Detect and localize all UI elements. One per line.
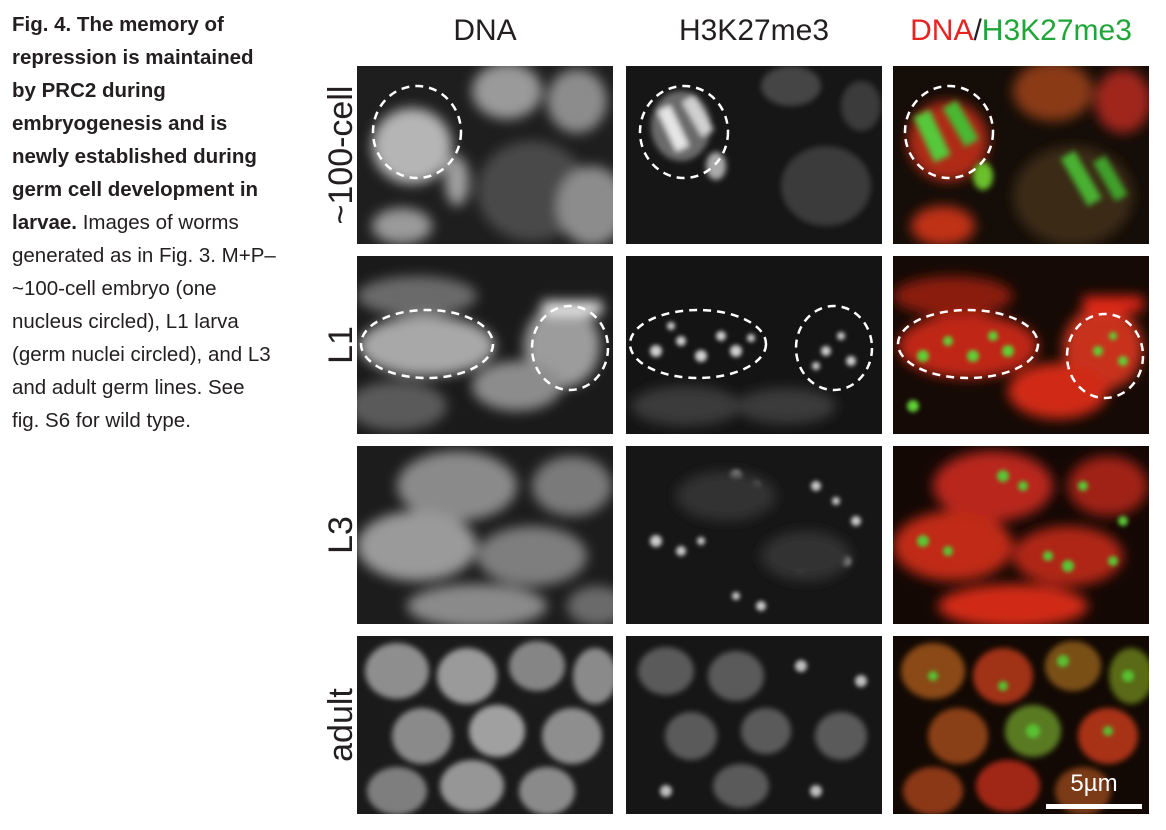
row-label-l1: L1 (322, 326, 360, 364)
panel-l3-dna (357, 446, 613, 624)
panel-l1-dna (357, 256, 613, 434)
column-header-dna: DNA (453, 14, 517, 47)
caption-body: Images of worms generated as in Fig. 3. … (12, 211, 276, 432)
merge-header-dna: DNA (910, 14, 974, 47)
row-label-100-cell: ~100-cell (322, 85, 360, 225)
row-label-adult: adult (322, 688, 360, 762)
panel-100cell-h3k27me3 (626, 66, 882, 244)
panel-adult-merge (893, 636, 1149, 814)
panel-100cell-merge (893, 66, 1149, 244)
row-label-l3: L3 (322, 516, 360, 554)
scale-bar-label: 5µm (1070, 770, 1118, 797)
panel-adult-h3k27me3 (626, 636, 882, 814)
caption-title: Fig. 4. The memory of repression is main… (12, 13, 259, 234)
merge-header-sep: / (973, 14, 982, 47)
figure-caption: Fig. 4. The memory of repression is main… (12, 8, 277, 437)
merge-header-h3k: H3K27me3 (981, 14, 1132, 47)
panel-adult-dna (357, 636, 613, 814)
panel-l1-h3k27me3 (626, 256, 882, 434)
column-header-h3k27me3: H3K27me3 (678, 14, 830, 47)
scale-bar (1046, 804, 1142, 809)
panel-l1-merge (893, 256, 1149, 434)
column-header-merge: DNA/H3K27me3 (893, 14, 1149, 48)
panel-l3-h3k27me3 (626, 446, 882, 624)
panel-l3-merge (893, 446, 1149, 624)
panel-100cell-dna (357, 66, 613, 244)
